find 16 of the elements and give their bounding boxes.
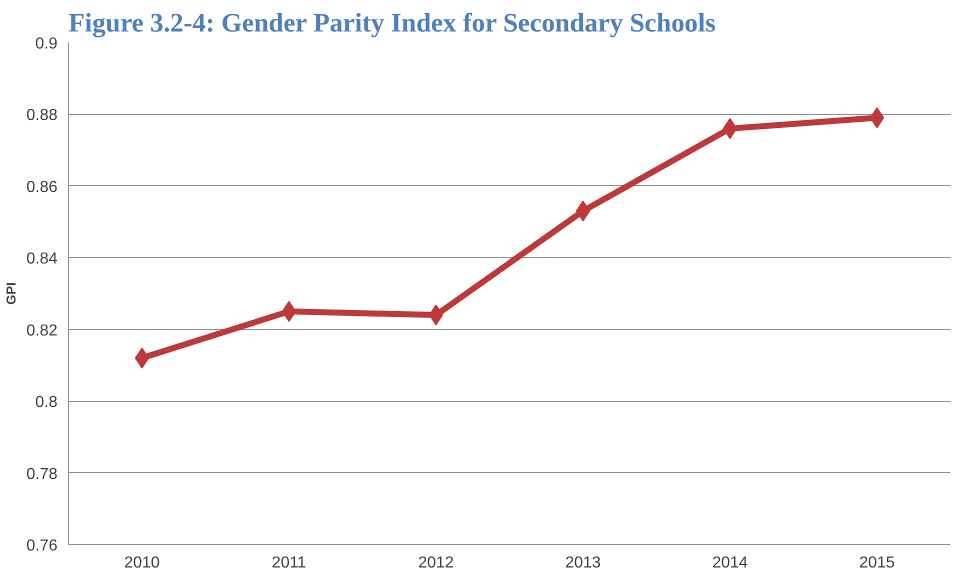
x-tick-label: 2012 xyxy=(418,554,454,572)
y-tick-label: 0.88 xyxy=(26,107,58,124)
x-tick-label: 2013 xyxy=(565,554,601,572)
y-tick-label: 0.82 xyxy=(26,322,58,340)
y-tick-label: 0.8 xyxy=(35,394,58,412)
x-tick-label: 2015 xyxy=(859,554,895,572)
y-tick-label: 0.78 xyxy=(26,466,58,483)
y-tick-label: 0.9 xyxy=(35,36,58,52)
y-axis-title: GPI xyxy=(3,282,18,305)
x-tick-label: 2014 xyxy=(712,554,748,572)
x-tick-label: 2011 xyxy=(272,554,306,572)
x-tick-label: 2010 xyxy=(124,554,160,572)
chart-title: Figure 3.2-4: Gender Parity Index for Secondary Schools xyxy=(68,8,716,38)
y-tick-label: 0.86 xyxy=(26,178,58,196)
y-tick-label: 0.76 xyxy=(26,538,58,554)
y-tick-label: 0.84 xyxy=(26,250,58,268)
